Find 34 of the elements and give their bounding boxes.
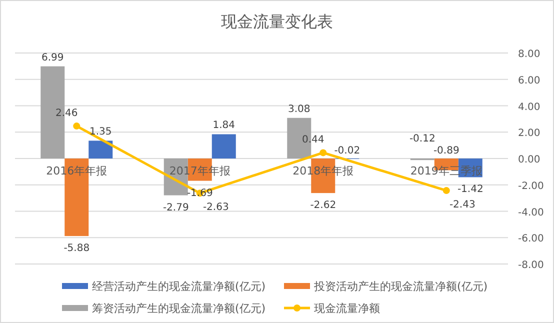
chart-title: 现金流量变化表 [221,12,333,31]
data-label: 0.44 [302,134,324,146]
legend-label: 投资活动产生的现金流量净额(亿元) [313,280,488,293]
data-label: 1.35 [89,126,112,138]
point [442,187,450,194]
y-tick-label: 4.00 [518,102,540,113]
data-label: -2.63 [202,202,229,214]
y-tick-label: 2.00 [518,128,540,140]
point [73,122,80,130]
data-label: -0.12 [409,134,436,144]
y-tick-label: -4.00 [518,207,544,218]
data-label: 6.99 [41,52,64,64]
y-tick-label: -6.00 [518,234,544,245]
y-tick-label: 8.00 [518,49,540,60]
data-label: -2.43 [449,200,476,211]
legend-label: 现金流量净额 [314,302,380,315]
data-label: -2.62 [310,200,336,212]
data-label: 3.08 [288,104,310,115]
data-label: -5.88 [64,243,90,254]
legend-label: 筹资活动产生的现金流量净额(亿元) [92,302,266,315]
data-label: -0.89 [433,146,460,156]
data-label: -2.79 [162,202,189,214]
y-tick-label: 0.00 [518,154,540,166]
point [320,149,327,156]
y-tick-label: -8.00 [518,260,544,271]
y-tick-label: 6.00 [518,75,540,86]
data-label: -0.02 [334,146,360,156]
data-label: -1.42 [457,184,484,196]
data-label: 2.46 [55,108,78,120]
legend-label: 经营活动产生的现金流量净额(亿元) [92,280,266,293]
bar [212,134,236,158]
data-label: 1.84 [212,120,236,132]
bar [88,140,113,158]
y-tick-label: -2.00 [518,180,544,192]
